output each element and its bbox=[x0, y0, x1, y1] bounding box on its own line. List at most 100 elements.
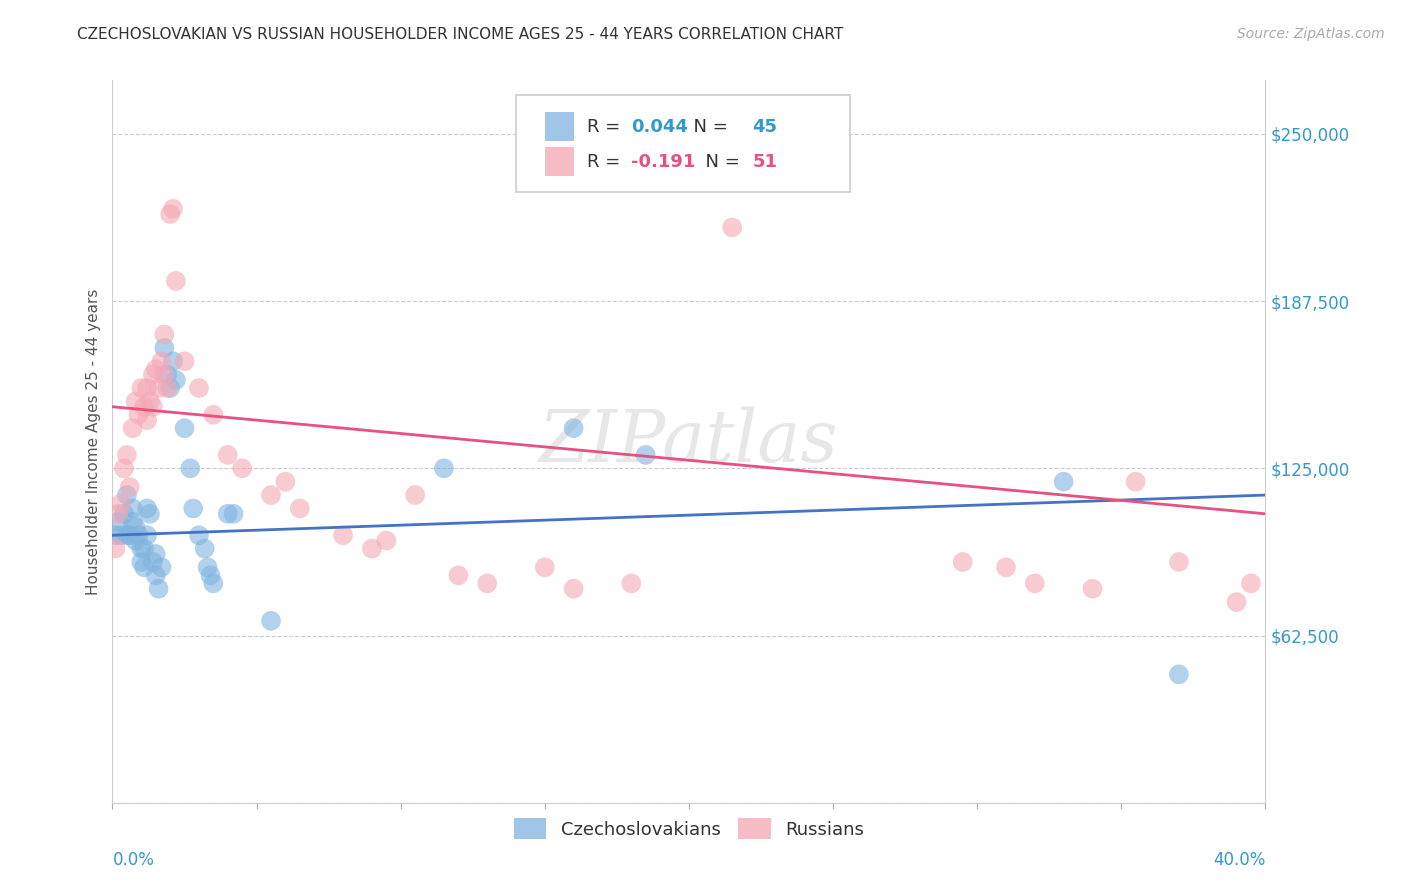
Point bbox=[124, 520, 146, 534]
Legend: Czechoslovakians, Russians: Czechoslovakians, Russians bbox=[505, 809, 873, 848]
Text: 40.0%: 40.0% bbox=[1213, 851, 1265, 869]
Point bbox=[148, 582, 170, 596]
Point bbox=[165, 373, 187, 387]
Point bbox=[115, 488, 138, 502]
Point bbox=[188, 381, 211, 395]
Text: 0.0%: 0.0% bbox=[112, 851, 155, 869]
Point bbox=[165, 274, 187, 288]
Text: R =: R = bbox=[588, 118, 627, 136]
Point bbox=[162, 202, 184, 216]
Point bbox=[1024, 576, 1046, 591]
Point bbox=[288, 501, 311, 516]
Point bbox=[129, 381, 153, 395]
Point bbox=[1167, 667, 1189, 681]
FancyBboxPatch shape bbox=[546, 147, 574, 177]
Point bbox=[1053, 475, 1076, 489]
Point bbox=[139, 394, 162, 409]
FancyBboxPatch shape bbox=[516, 95, 851, 193]
Point bbox=[142, 555, 165, 569]
Point bbox=[181, 501, 204, 516]
Point bbox=[231, 461, 253, 475]
Point bbox=[375, 533, 398, 548]
Point bbox=[274, 475, 297, 489]
Point bbox=[1240, 576, 1263, 591]
Point bbox=[360, 541, 382, 556]
Point bbox=[620, 576, 643, 591]
Point bbox=[134, 541, 156, 556]
Point bbox=[139, 507, 162, 521]
Point bbox=[153, 368, 176, 382]
Point bbox=[115, 448, 138, 462]
Point bbox=[118, 528, 141, 542]
Point bbox=[145, 362, 167, 376]
Point bbox=[150, 354, 173, 368]
Point bbox=[107, 515, 129, 529]
Text: 45: 45 bbox=[752, 118, 778, 136]
Point bbox=[562, 582, 585, 596]
Point bbox=[1167, 555, 1189, 569]
Point bbox=[260, 488, 283, 502]
Point bbox=[260, 614, 283, 628]
Point bbox=[150, 560, 173, 574]
Point bbox=[188, 528, 211, 542]
Text: N =: N = bbox=[693, 153, 745, 170]
Point bbox=[159, 381, 181, 395]
Point bbox=[197, 560, 219, 574]
Text: 51: 51 bbox=[752, 153, 778, 170]
Point bbox=[1226, 595, 1249, 609]
Point bbox=[134, 560, 156, 574]
Text: ZIPatlas: ZIPatlas bbox=[538, 406, 839, 477]
Point bbox=[156, 381, 179, 395]
Text: Source: ZipAtlas.com: Source: ZipAtlas.com bbox=[1237, 27, 1385, 41]
Point bbox=[145, 547, 167, 561]
Point bbox=[136, 381, 159, 395]
Point bbox=[110, 528, 132, 542]
FancyBboxPatch shape bbox=[546, 112, 574, 141]
Point bbox=[721, 220, 744, 235]
Point bbox=[217, 448, 239, 462]
Point bbox=[121, 421, 143, 435]
Text: CZECHOSLOVAKIAN VS RUSSIAN HOUSEHOLDER INCOME AGES 25 - 44 YEARS CORRELATION CHA: CZECHOSLOVAKIAN VS RUSSIAN HOUSEHOLDER I… bbox=[77, 27, 844, 42]
Point bbox=[115, 528, 138, 542]
Point bbox=[118, 480, 141, 494]
Point bbox=[121, 501, 143, 516]
Point bbox=[217, 507, 239, 521]
Point bbox=[107, 507, 129, 521]
Y-axis label: Householder Income Ages 25 - 44 years: Householder Income Ages 25 - 44 years bbox=[86, 288, 101, 595]
Point bbox=[200, 568, 222, 582]
Point bbox=[433, 461, 456, 475]
Point bbox=[145, 568, 167, 582]
Point bbox=[995, 560, 1018, 574]
Text: N =: N = bbox=[682, 118, 734, 136]
Point bbox=[136, 501, 159, 516]
Point bbox=[127, 528, 149, 542]
Point bbox=[148, 381, 170, 395]
Point bbox=[173, 354, 195, 368]
Point bbox=[136, 528, 159, 542]
Point bbox=[1125, 475, 1147, 489]
Point bbox=[104, 541, 127, 556]
Point bbox=[447, 568, 470, 582]
Point bbox=[129, 555, 153, 569]
Point bbox=[129, 541, 153, 556]
Point bbox=[112, 507, 135, 521]
Point bbox=[952, 555, 974, 569]
Point bbox=[159, 207, 181, 221]
Point bbox=[562, 421, 585, 435]
Text: R =: R = bbox=[588, 153, 627, 170]
Point bbox=[142, 368, 165, 382]
Point bbox=[124, 533, 146, 548]
Point bbox=[112, 461, 135, 475]
Point bbox=[153, 341, 176, 355]
Point bbox=[173, 421, 195, 435]
Point bbox=[104, 528, 127, 542]
Point bbox=[404, 488, 426, 502]
Point bbox=[121, 515, 143, 529]
Point bbox=[332, 528, 354, 542]
Point bbox=[202, 576, 225, 591]
Point bbox=[127, 408, 149, 422]
Point bbox=[222, 507, 245, 521]
Point bbox=[162, 354, 184, 368]
Point bbox=[156, 368, 179, 382]
Point bbox=[534, 560, 557, 574]
